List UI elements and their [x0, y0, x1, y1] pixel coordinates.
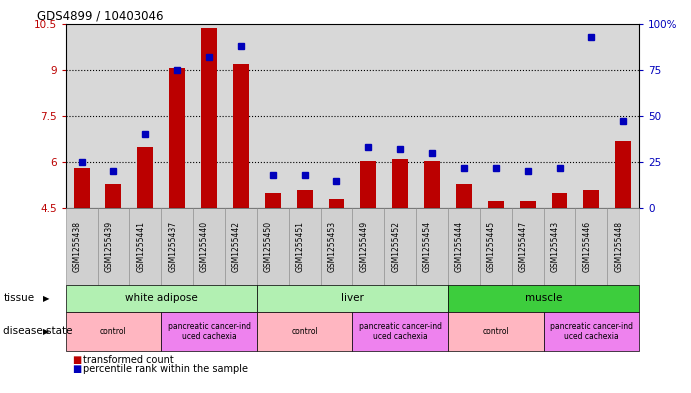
- Text: GSM1255442: GSM1255442: [232, 221, 241, 272]
- Text: white adipose: white adipose: [125, 293, 198, 303]
- Bar: [138, 147, 153, 208]
- Text: GSM1255452: GSM1255452: [391, 221, 400, 272]
- Bar: [520, 200, 536, 208]
- Bar: [583, 190, 599, 208]
- Text: percentile rank within the sample: percentile rank within the sample: [83, 364, 248, 375]
- Text: GSM1255449: GSM1255449: [359, 221, 368, 272]
- Text: tissue: tissue: [3, 293, 35, 303]
- Text: GDS4899 / 10403046: GDS4899 / 10403046: [37, 9, 164, 22]
- Text: muscle: muscle: [525, 293, 562, 303]
- Text: transformed count: transformed count: [83, 355, 173, 365]
- Text: ▶: ▶: [43, 327, 50, 336]
- Bar: [615, 141, 631, 208]
- Text: GSM1255446: GSM1255446: [583, 221, 591, 272]
- Text: ▶: ▶: [43, 294, 50, 303]
- Text: GSM1255443: GSM1255443: [551, 221, 560, 272]
- Text: pancreatic cancer-ind
uced cachexia: pancreatic cancer-ind uced cachexia: [167, 321, 251, 341]
- Text: control: control: [291, 327, 318, 336]
- Text: ■: ■: [73, 364, 82, 375]
- Text: disease state: disease state: [3, 326, 73, 336]
- Text: GSM1255448: GSM1255448: [614, 221, 623, 272]
- Text: liver: liver: [341, 293, 364, 303]
- Text: GSM1255441: GSM1255441: [136, 221, 145, 272]
- Bar: [392, 159, 408, 208]
- Text: GSM1255451: GSM1255451: [296, 221, 305, 272]
- Bar: [361, 161, 377, 208]
- Bar: [296, 190, 312, 208]
- Text: GSM1255438: GSM1255438: [73, 221, 82, 272]
- Text: GSM1255444: GSM1255444: [455, 221, 464, 272]
- Bar: [201, 28, 217, 208]
- Text: GSM1255450: GSM1255450: [264, 221, 273, 272]
- Bar: [551, 193, 567, 208]
- Text: control: control: [100, 327, 127, 336]
- Text: GSM1255440: GSM1255440: [200, 221, 209, 272]
- Text: GSM1255447: GSM1255447: [519, 221, 528, 272]
- Bar: [456, 184, 472, 208]
- Text: GSM1255453: GSM1255453: [328, 221, 337, 272]
- Bar: [169, 68, 185, 208]
- Bar: [265, 193, 281, 208]
- Bar: [488, 200, 504, 208]
- Text: GSM1255445: GSM1255445: [486, 221, 496, 272]
- Text: pancreatic cancer-ind
uced cachexia: pancreatic cancer-ind uced cachexia: [550, 321, 633, 341]
- Bar: [328, 199, 344, 208]
- Text: GSM1255454: GSM1255454: [423, 221, 432, 272]
- Text: ■: ■: [73, 355, 82, 365]
- Bar: [233, 64, 249, 208]
- Text: pancreatic cancer-ind
uced cachexia: pancreatic cancer-ind uced cachexia: [359, 321, 442, 341]
- Text: GSM1255437: GSM1255437: [168, 221, 177, 272]
- Text: GSM1255439: GSM1255439: [104, 221, 113, 272]
- Bar: [74, 168, 90, 208]
- Text: control: control: [482, 327, 509, 336]
- Bar: [424, 161, 440, 208]
- Bar: [106, 184, 122, 208]
